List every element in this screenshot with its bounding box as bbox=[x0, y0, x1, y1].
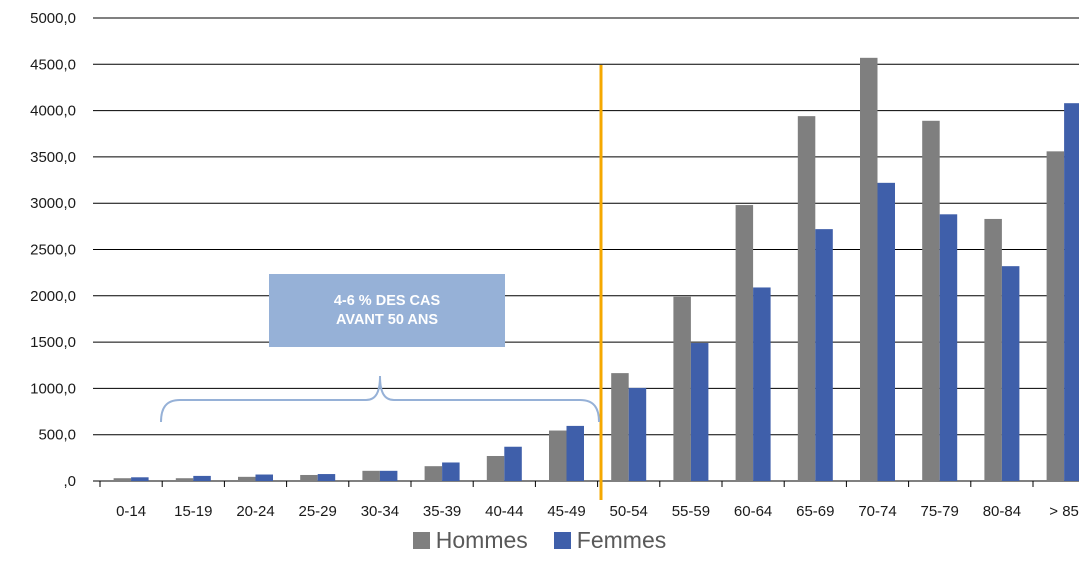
legend-item-hommes: Hommes bbox=[412, 527, 528, 554]
legend-item-femmes: Femmes bbox=[553, 527, 667, 554]
y-tick-label: 5000,0 bbox=[30, 10, 76, 27]
x-tick-label: 25-29 bbox=[299, 503, 337, 520]
bar-femmes-7579 bbox=[939, 214, 958, 481]
bar-hommes-3539 bbox=[424, 466, 443, 481]
x-tick-label: 55-59 bbox=[672, 503, 710, 520]
legend-swatch-femmes bbox=[553, 532, 571, 549]
y-tick-label: ,0 bbox=[63, 473, 76, 490]
legend-label-hommes: Hommes bbox=[435, 527, 528, 553]
bar-femmes-014 bbox=[131, 477, 149, 481]
brace-annotation bbox=[160, 375, 600, 423]
bar-hommes-85 bbox=[1046, 151, 1065, 481]
bar-femmes-3034 bbox=[379, 470, 398, 481]
callout-line-1: 4-6 % DES CAS bbox=[333, 292, 441, 309]
bar-hommes-3034 bbox=[362, 470, 380, 481]
x-tick-label: 70-74 bbox=[858, 503, 896, 520]
legend-swatch-hommes bbox=[412, 532, 430, 549]
x-tick-label: 80-84 bbox=[983, 503, 1021, 520]
bar-femmes-85 bbox=[1064, 103, 1079, 481]
bar-hommes-6569 bbox=[797, 116, 816, 481]
bar-hommes-014 bbox=[113, 478, 132, 481]
bar-hommes-5054 bbox=[611, 373, 629, 481]
y-tick-label: 3000,0 bbox=[30, 195, 76, 212]
bar-femmes-4549 bbox=[566, 425, 584, 481]
bar-hommes-6064 bbox=[735, 205, 754, 481]
bar-femmes-6569 bbox=[815, 229, 833, 481]
x-tick-label: 30-34 bbox=[361, 503, 399, 520]
bar-hommes-7579 bbox=[922, 120, 940, 481]
bar-femmes-5054 bbox=[628, 387, 647, 481]
x-tick-label: 15-19 bbox=[174, 503, 212, 520]
x-tick-label: 35-39 bbox=[423, 503, 461, 520]
x-tick-label: > 85 bbox=[1049, 503, 1079, 520]
bar-femmes-7074 bbox=[877, 182, 895, 481]
bar-hommes-7074 bbox=[860, 57, 878, 482]
y-tick-label: 500,0 bbox=[38, 427, 76, 444]
bar-femmes-1519 bbox=[193, 475, 211, 481]
x-tick-label: 60-64 bbox=[734, 503, 772, 520]
bar-femmes-6064 bbox=[753, 287, 771, 481]
y-tick-label: 1500,0 bbox=[30, 334, 76, 351]
callout-background bbox=[269, 274, 505, 347]
y-tick-label: 1000,0 bbox=[30, 380, 76, 397]
bar-femmes-3539 bbox=[442, 462, 460, 481]
bar-hommes-5559 bbox=[673, 296, 691, 481]
bar-hommes-4549 bbox=[549, 430, 567, 481]
callout-box: 4-6 % DES CAS AVANT 50 ANS bbox=[269, 274, 505, 347]
legend: Hommes Femmes bbox=[0, 527, 1079, 554]
bar-femmes-2529 bbox=[317, 474, 336, 481]
x-tick-label: 40-44 bbox=[485, 503, 523, 520]
y-tick-label: 4000,0 bbox=[30, 103, 76, 120]
bar-hommes-8084 bbox=[984, 218, 1002, 481]
x-tick-label: 75-79 bbox=[921, 503, 959, 520]
bar-hommes-4044 bbox=[486, 455, 505, 481]
y-tick-label: 4500,0 bbox=[30, 56, 76, 73]
y-tick-label: 3500,0 bbox=[30, 149, 76, 166]
bar-hommes-2024 bbox=[238, 476, 256, 481]
x-tick-label: 45-49 bbox=[547, 503, 585, 520]
x-tick-label: 50-54 bbox=[610, 503, 648, 520]
y-tick-label: 2000,0 bbox=[30, 288, 76, 305]
bar-hommes-1519 bbox=[175, 478, 194, 481]
bar-femmes-5559 bbox=[690, 343, 709, 481]
bar-hommes-2529 bbox=[300, 474, 318, 481]
bar-femmes-4044 bbox=[504, 446, 522, 481]
x-tick-label: 0-14 bbox=[116, 503, 146, 520]
y-tick-label: 2500,0 bbox=[30, 242, 76, 259]
x-tick-label: 65-69 bbox=[796, 503, 834, 520]
legend-label-femmes: Femmes bbox=[576, 527, 667, 553]
bar-femmes-2024 bbox=[255, 474, 273, 481]
x-tick-label: 20-24 bbox=[236, 503, 274, 520]
bar-femmes-8084 bbox=[1001, 266, 1020, 481]
callout-line-2: AVANT 50 ANS bbox=[335, 311, 439, 328]
